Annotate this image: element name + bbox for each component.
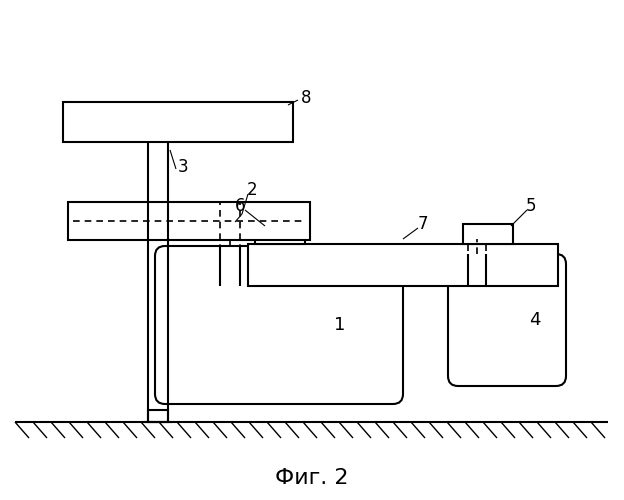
FancyBboxPatch shape	[448, 254, 566, 386]
Bar	[248, 244, 558, 286]
Text: 2: 2	[246, 181, 257, 199]
Text: 6: 6	[235, 197, 245, 215]
Text: 1: 1	[334, 316, 346, 334]
Bar	[68, 202, 310, 240]
Bar	[63, 102, 293, 142]
FancyBboxPatch shape	[155, 246, 403, 404]
Text: 5: 5	[526, 197, 536, 215]
Text: Фиг. 2: Фиг. 2	[275, 468, 349, 488]
Text: 7: 7	[417, 215, 428, 233]
Bar	[148, 410, 168, 422]
Text: 8: 8	[301, 89, 311, 107]
Bar	[463, 224, 513, 244]
Bar	[255, 224, 305, 244]
Text: 3: 3	[178, 158, 188, 176]
Text: 4: 4	[529, 311, 541, 329]
